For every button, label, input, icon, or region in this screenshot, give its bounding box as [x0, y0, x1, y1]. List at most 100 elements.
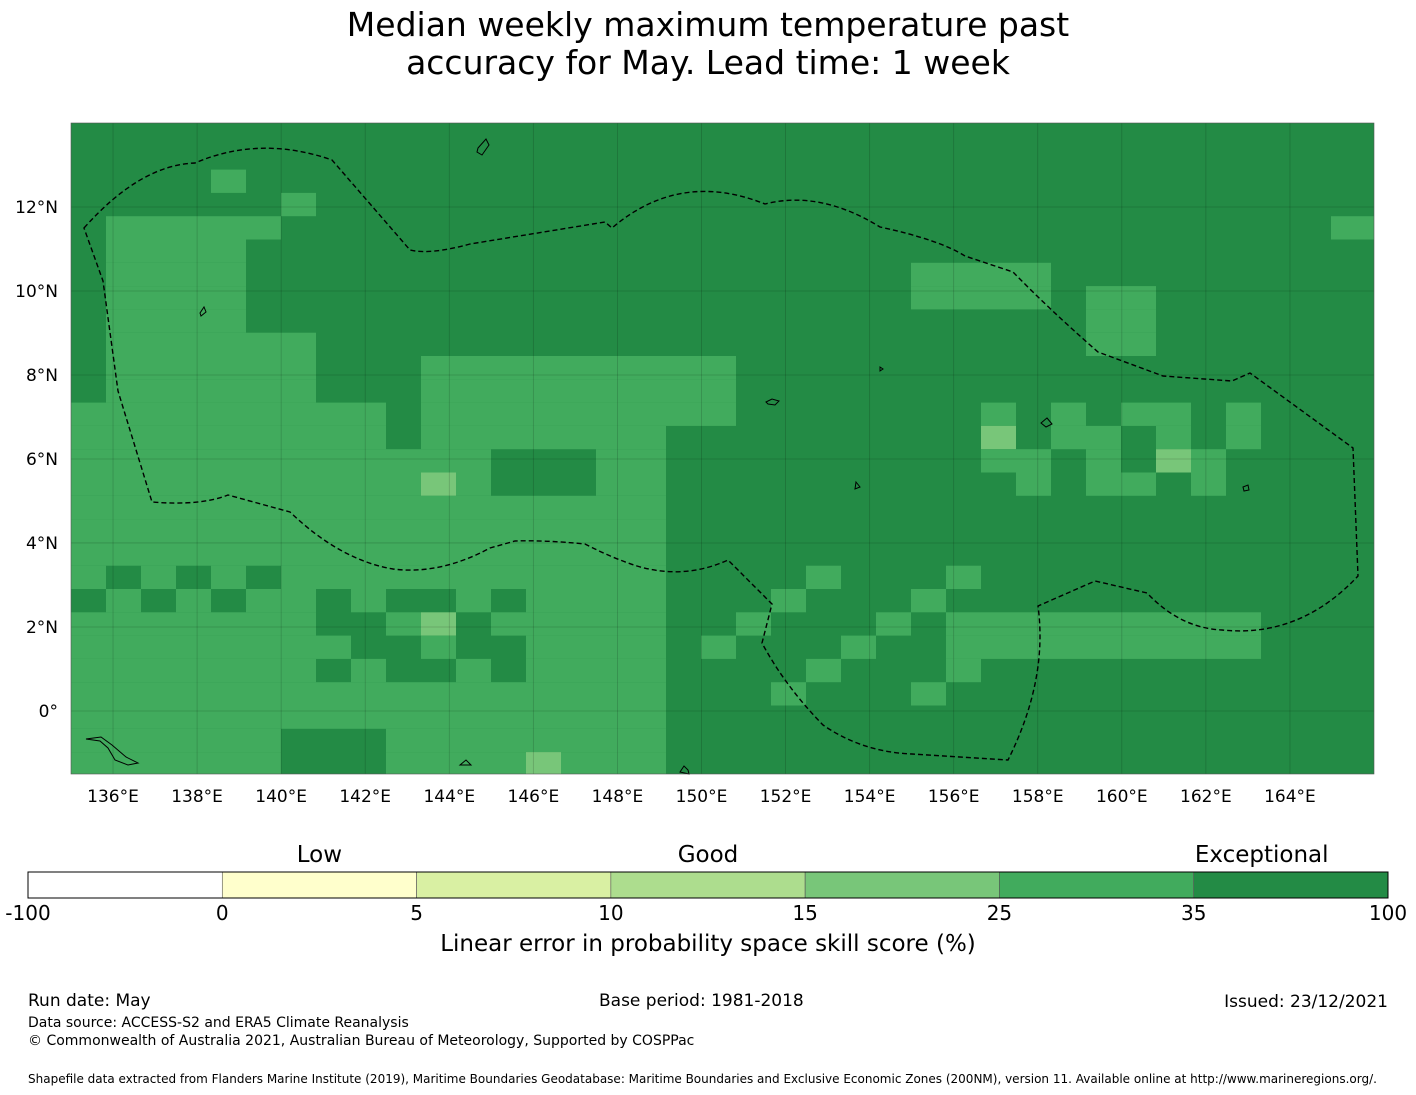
skill-cell [421, 635, 456, 659]
skill-cell [1086, 472, 1121, 496]
island-chuuk [765, 398, 780, 406]
skill-cell [596, 565, 631, 589]
island-kosrae [1242, 484, 1250, 492]
skill-cell [701, 635, 736, 659]
skill-cell [281, 449, 316, 473]
skill-cell [1121, 402, 1156, 426]
skill-cell [1086, 286, 1121, 310]
skill-cell [351, 449, 386, 473]
skill-cell [526, 402, 561, 426]
skill-cell [316, 565, 351, 589]
skill-cell [176, 542, 211, 566]
island-png-north [85, 736, 140, 766]
skill-cell [561, 356, 596, 380]
skill-cell [141, 239, 176, 263]
skill-cell [106, 379, 141, 403]
skill-cell [141, 425, 176, 450]
skill-cell [141, 262, 176, 287]
skill-cell [106, 682, 141, 706]
skill-cell [631, 728, 666, 753]
island-guam [476, 138, 490, 156]
skill-cell [281, 682, 316, 706]
skill-cell [526, 565, 561, 589]
skill-cell [176, 379, 211, 403]
skill-cell [281, 425, 316, 450]
skill-cell [1226, 402, 1261, 426]
colorbar-segment [221, 871, 417, 899]
skill-cell [1016, 449, 1051, 473]
skill-cell [771, 682, 806, 706]
colorbar-segment [416, 871, 612, 899]
skill-cell [141, 472, 176, 496]
skill-cell [876, 612, 911, 636]
colorbar-frame [27, 871, 1389, 899]
skill-cell [631, 612, 666, 636]
map-frame [70, 122, 1375, 775]
island-islet-3 [458, 759, 473, 766]
skill-cell [491, 356, 526, 380]
shapefile-credit: Shapefile data extracted from Flanders M… [28, 1072, 1377, 1086]
skill-cell [176, 728, 211, 753]
skill-cell [1226, 425, 1261, 450]
skill-cell [246, 705, 281, 729]
skill-cell [421, 449, 456, 473]
skill-cell [1086, 449, 1121, 473]
skill-cell [141, 286, 176, 310]
colorbar-label: Linear error in probability space skill … [440, 931, 976, 957]
skill-cell [351, 589, 386, 613]
lon-tick-label: 152°E [760, 787, 812, 807]
skill-cell [246, 216, 281, 240]
lat-tick-label: 0° [39, 702, 58, 722]
skill-cell [631, 565, 666, 589]
skill-cell [1051, 612, 1086, 636]
skill-cell [211, 379, 246, 403]
skill-cell [246, 635, 281, 659]
skill-cell [386, 472, 421, 496]
skill-cell [421, 402, 456, 426]
skill-cell [211, 286, 246, 310]
skill-cell [211, 728, 246, 753]
skill-cell [246, 379, 281, 403]
skill-cell [316, 472, 351, 496]
skill-cell [526, 542, 561, 566]
skill-cell [631, 449, 666, 473]
skill-cell [246, 402, 281, 426]
skill-cell [526, 589, 561, 613]
skill-cell [141, 402, 176, 426]
skill-cell [351, 495, 386, 520]
skill-cell [631, 356, 666, 380]
skill-cell [211, 402, 246, 426]
skill-cell [316, 449, 351, 473]
skill-cell [981, 612, 1016, 636]
skill-cell [561, 612, 596, 636]
skill-cell [631, 635, 666, 659]
eez-boundary-palau [83, 147, 1359, 761]
skill-cell [211, 425, 246, 450]
skill-cell [176, 589, 211, 613]
skill-cell [946, 262, 981, 287]
skill-cell [596, 542, 631, 566]
colorbar-segment [610, 871, 806, 899]
skill-cell [1016, 262, 1051, 287]
skill-cell [71, 752, 106, 774]
colorbar-segment [999, 871, 1195, 899]
lon-tick-label: 146°E [508, 787, 560, 807]
skill-cell [421, 752, 456, 774]
skill-cell [106, 356, 141, 380]
skill-cell [456, 519, 491, 543]
skill-cell [281, 472, 316, 496]
skill-cell [491, 682, 526, 706]
skill-cell [71, 402, 106, 426]
skill-cell [106, 332, 141, 356]
skill-cell [491, 728, 526, 753]
skill-cell [211, 216, 246, 240]
skill-cell [211, 472, 246, 496]
skill-cell [456, 425, 491, 450]
skill-cell [246, 682, 281, 706]
skill-cell [456, 495, 491, 520]
skill-cell [106, 589, 141, 613]
skill-cell [211, 612, 246, 636]
skill-cell [526, 612, 561, 636]
colorbar-segment [1193, 871, 1389, 899]
